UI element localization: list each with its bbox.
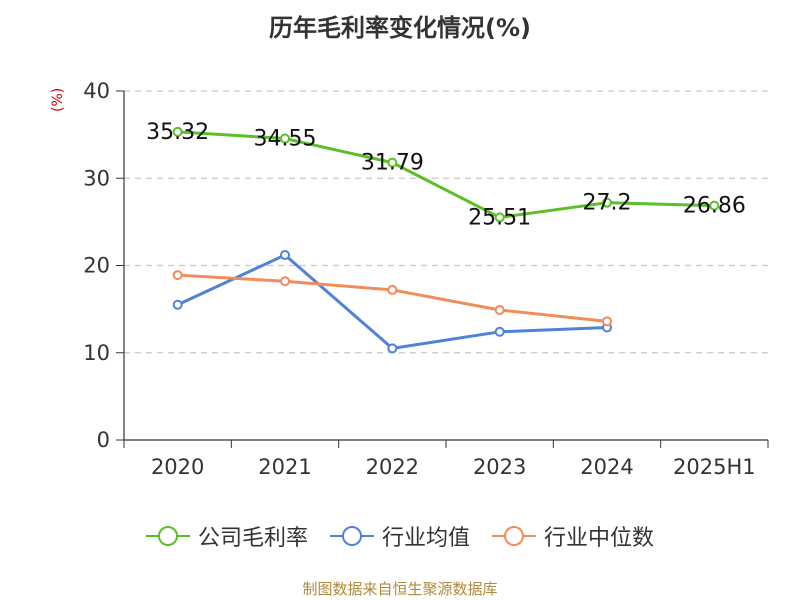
legend-marker-green: [145, 526, 190, 546]
data-point: [387, 343, 398, 354]
data-point: [494, 326, 505, 337]
legend-marker-blue: [329, 526, 374, 546]
x-tick-label: 2022: [366, 455, 419, 479]
series-line: [177, 130, 715, 219]
x-tick-label: 2021: [258, 455, 311, 479]
x-tick-label: 2025H1: [673, 455, 756, 479]
data-point: [602, 197, 612, 208]
data-point: [172, 270, 183, 281]
y-tick-label: 20: [83, 254, 110, 278]
x-tick-label: 2020: [151, 455, 204, 479]
data-label: 35.32: [146, 120, 209, 145]
data-point: [387, 157, 398, 168]
series-line: [177, 273, 608, 323]
x-tick-label: 2024: [580, 455, 633, 479]
data-label: 34.55: [254, 127, 317, 152]
data-point: [280, 276, 290, 287]
chart-title: 历年毛利率变化情况(%): [269, 14, 531, 42]
y-tick-label: 40: [83, 79, 110, 103]
source-note: 制图数据来自恒生聚源数据库: [302, 580, 498, 598]
data-label: 27.2: [583, 191, 632, 216]
legend-item-industry-average[interactable]: 行业均值: [329, 520, 470, 552]
data-point: [494, 212, 505, 223]
x-tick-label: 2023: [473, 455, 526, 479]
data-point: [494, 304, 505, 315]
legend-label: 公司毛利率: [197, 526, 308, 551]
data-label: 26.86: [683, 194, 746, 219]
data-label: 25.51: [468, 205, 531, 230]
legend-label: 行业中位数: [544, 526, 655, 551]
legend-label: 行业均值: [381, 526, 470, 551]
data-point: [602, 316, 612, 327]
data-point: [172, 126, 183, 137]
legend-item-company-margin[interactable]: 公司毛利率: [145, 520, 308, 552]
legend-marker-orange: [492, 526, 536, 546]
data-point: [172, 299, 183, 310]
data-point: [387, 284, 398, 295]
y-tick-label: 10: [83, 341, 110, 365]
y-tick-label: 0: [97, 428, 110, 452]
data-point: [280, 250, 290, 261]
data-point: [709, 200, 720, 211]
y-tick-label: 30: [83, 166, 110, 190]
data-point: [280, 133, 290, 144]
legend-item-industry-median[interactable]: 行业中位数: [492, 520, 654, 552]
data-label: 31.79: [361, 151, 424, 176]
series-line: [177, 253, 608, 350]
legend: 公司毛利率 行业均值 行业中位数: [0, 520, 800, 552]
